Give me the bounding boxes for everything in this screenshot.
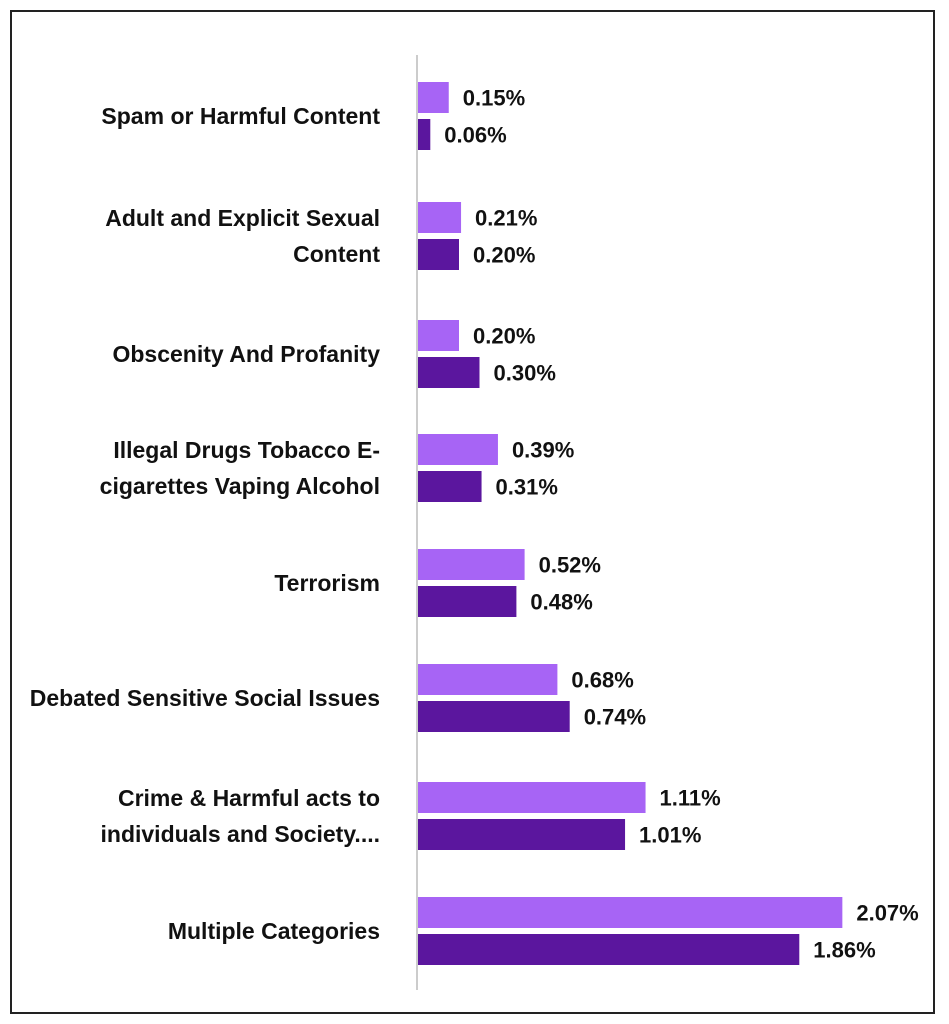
bars-layer — [418, 82, 843, 965]
bar-series-1 — [418, 82, 449, 113]
value-label: 0.21% — [475, 206, 537, 231]
value-label: 0.39% — [512, 438, 574, 463]
value-label: 0.31% — [496, 475, 558, 500]
bar-series-2 — [418, 471, 482, 502]
bar-series-1 — [418, 664, 558, 695]
category-label: Content — [293, 241, 380, 267]
value-label: 0.52% — [539, 553, 601, 578]
category-label: cigarettes Vaping Alcohol — [100, 473, 380, 499]
bar-series-1 — [418, 897, 843, 928]
category-label: Debated Sensitive Social Issues — [30, 685, 380, 711]
value-label: 0.48% — [530, 590, 592, 615]
category-label: Spam or Harmful Content — [101, 103, 380, 129]
category-label: Multiple Categories — [168, 918, 380, 944]
bar-series-1 — [418, 434, 498, 465]
bar-series-2 — [418, 357, 480, 388]
value-label: 0.20% — [473, 324, 535, 349]
category-label: Terrorism — [274, 570, 380, 596]
category-label: Obscenity And Profanity — [112, 341, 380, 367]
bar-series-2 — [418, 819, 626, 850]
category-label: Adult and Explicit Sexual — [105, 205, 380, 231]
bar-series-2 — [418, 239, 459, 270]
bar-series-2 — [418, 119, 431, 150]
value-label: 0.20% — [473, 243, 535, 268]
value-label: 0.06% — [444, 123, 506, 148]
category-label: Crime & Harmful acts to — [118, 785, 380, 811]
bar-series-1 — [418, 320, 459, 351]
category-label: Illegal Drugs Tobacco E- — [113, 437, 380, 463]
bar-series-1 — [418, 202, 462, 233]
value-label: 1.86% — [813, 938, 875, 963]
value-label: 0.30% — [494, 361, 556, 386]
bar-series-1 — [418, 549, 525, 580]
bar-series-2 — [418, 934, 800, 965]
category-label: individuals and Society.... — [101, 821, 380, 847]
value-label: 0.74% — [584, 705, 646, 730]
value-label: 1.01% — [639, 823, 701, 848]
value-label: 2.07% — [856, 901, 918, 926]
value-label: 0.15% — [463, 86, 525, 111]
bar-series-2 — [418, 586, 517, 617]
bar-series-1 — [418, 782, 646, 813]
labels-layer: Spam or Harmful Content 0.15% 0.06% Adult a… — [30, 86, 919, 963]
bar-series-2 — [418, 701, 570, 732]
value-label: 1.11% — [660, 786, 721, 811]
value-label: 0.68% — [571, 668, 633, 693]
